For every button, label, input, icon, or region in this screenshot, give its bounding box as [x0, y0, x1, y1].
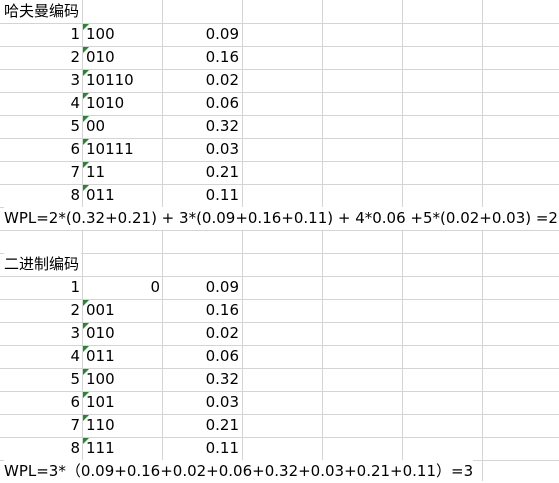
row-gridline [0, 322, 559, 323]
probability-cell[interactable]: 0.02 [205, 71, 239, 89]
text-number-indicator-icon [83, 300, 89, 306]
row-index-cell[interactable]: 7 [70, 163, 80, 181]
wpl-formula: WPL=2*(0.32+0.21) + 3*(0.09+0.16+0.11) +… [4, 207, 559, 230]
row-gridline [0, 184, 559, 185]
row-index-cell[interactable]: 5 [70, 370, 80, 388]
text-number-indicator-icon [83, 438, 89, 444]
row-gridline [0, 391, 559, 392]
probability-cell[interactable]: 0.06 [205, 94, 239, 112]
row-gridline [0, 345, 559, 346]
section-title: 二进制编码 [4, 253, 82, 276]
wpl-formula: WPL=3*（0.09+0.16+0.02+0.06+0.32+0.03+0.2… [4, 460, 474, 483]
text-number-indicator-icon [83, 346, 89, 352]
text-number-indicator-icon [83, 70, 89, 76]
code-cell[interactable]: 10110 [86, 71, 134, 89]
row-gridline [0, 46, 559, 47]
row-index-cell[interactable]: 1 [70, 278, 80, 296]
column-gridline [322, 0, 323, 481]
row-index-cell[interactable]: 1 [70, 25, 80, 43]
probability-cell[interactable]: 0.32 [205, 117, 239, 135]
text-number-indicator-icon [83, 415, 89, 421]
row-index-cell[interactable]: 4 [70, 94, 80, 112]
code-cell[interactable]: 00 [86, 117, 106, 135]
probability-cell[interactable]: 0.16 [205, 48, 239, 66]
probability-cell[interactable]: 0.09 [205, 278, 239, 296]
code-cell[interactable]: 010 [86, 48, 115, 66]
row-index-cell[interactable]: 8 [70, 186, 80, 204]
code-cell[interactable]: 11 [86, 163, 106, 181]
code-cell[interactable]: 1010 [86, 94, 125, 112]
probability-cell[interactable]: 0.11 [205, 439, 239, 457]
column-gridline [82, 0, 83, 481]
row-gridline [0, 414, 559, 415]
column-gridline [242, 0, 243, 481]
row-index-cell[interactable]: 2 [70, 301, 80, 319]
probability-cell[interactable]: 0.03 [205, 140, 239, 158]
row-index-cell[interactable]: 2 [70, 48, 80, 66]
probability-cell[interactable]: 0.21 [205, 416, 239, 434]
probability-cell[interactable]: 0.32 [205, 370, 239, 388]
row-gridline [0, 437, 559, 438]
row-index-cell[interactable]: 6 [70, 140, 80, 158]
code-cell[interactable]: 011 [86, 186, 115, 204]
code-cell[interactable]: 110 [86, 416, 115, 434]
row-gridline [0, 368, 559, 369]
code-cell[interactable]: 011 [86, 347, 115, 365]
text-number-indicator-icon [83, 47, 89, 53]
column-gridline [162, 0, 163, 481]
probability-cell[interactable]: 0.06 [205, 347, 239, 365]
text-number-indicator-icon [83, 162, 89, 168]
row-gridline [0, 161, 559, 162]
code-cell[interactable]: 001 [86, 301, 115, 319]
text-number-indicator-icon [83, 139, 89, 145]
row-gridline [0, 299, 559, 300]
row-gridline [0, 230, 559, 231]
text-number-indicator-icon [83, 185, 89, 191]
row-gridline [0, 23, 559, 24]
text-number-indicator-icon [83, 392, 89, 398]
column-gridline [482, 0, 483, 481]
probability-cell[interactable]: 0.03 [205, 393, 239, 411]
code-cell[interactable]: 10111 [86, 140, 134, 158]
text-number-indicator-icon [83, 93, 89, 99]
text-number-indicator-icon [83, 369, 89, 375]
row-index-cell[interactable]: 5 [70, 117, 80, 135]
row-index-cell[interactable]: 4 [70, 347, 80, 365]
row-gridline [0, 253, 559, 254]
probability-cell[interactable]: 0.02 [205, 324, 239, 342]
probability-cell[interactable]: 0.21 [205, 163, 239, 181]
text-number-indicator-icon [83, 116, 89, 122]
row-gridline [0, 92, 559, 93]
code-cell[interactable]: 111 [86, 439, 115, 457]
section-title: 哈夫曼编码 [4, 0, 82, 23]
probability-cell[interactable]: 0.09 [205, 25, 239, 43]
row-index-cell[interactable]: 8 [70, 439, 80, 457]
text-number-indicator-icon [83, 24, 89, 30]
text-number-indicator-icon [83, 323, 89, 329]
row-gridline [0, 138, 559, 139]
probability-cell[interactable]: 0.16 [205, 301, 239, 319]
row-gridline [0, 69, 559, 70]
probability-cell[interactable]: 0.11 [205, 186, 239, 204]
row-gridline [0, 115, 559, 116]
code-cell[interactable]: 101 [86, 393, 115, 411]
code-cell[interactable]: 010 [86, 324, 115, 342]
row-index-cell[interactable]: 3 [70, 324, 80, 342]
row-index-cell[interactable]: 3 [70, 71, 80, 89]
row-gridline [0, 276, 559, 277]
code-cell[interactable]: 100 [86, 370, 115, 388]
code-cell[interactable]: 100 [86, 25, 115, 43]
column-gridline [402, 0, 403, 481]
code-cell[interactable]: 0 [150, 278, 160, 296]
row-index-cell[interactable]: 6 [70, 393, 80, 411]
row-index-cell[interactable]: 7 [70, 416, 80, 434]
